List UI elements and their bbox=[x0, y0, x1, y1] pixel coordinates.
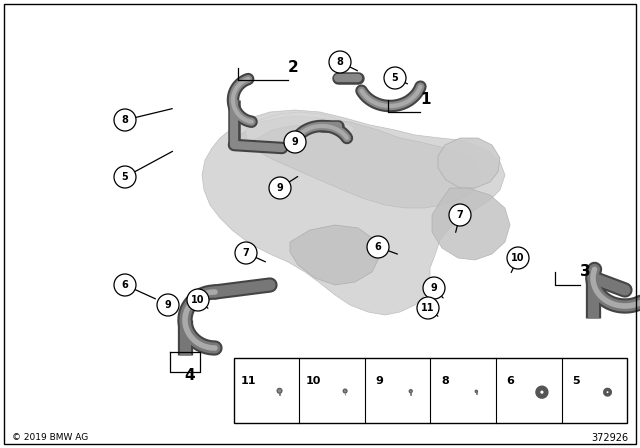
Circle shape bbox=[409, 390, 412, 393]
Polygon shape bbox=[245, 112, 355, 142]
Polygon shape bbox=[240, 116, 480, 208]
Polygon shape bbox=[290, 225, 380, 285]
Text: 7: 7 bbox=[243, 248, 250, 258]
Circle shape bbox=[449, 204, 471, 226]
Text: 3: 3 bbox=[580, 264, 591, 280]
Circle shape bbox=[114, 109, 136, 131]
Polygon shape bbox=[432, 188, 510, 260]
Text: © 2019 BMW AG: © 2019 BMW AG bbox=[12, 434, 88, 443]
Text: 5: 5 bbox=[122, 172, 129, 182]
Text: 10: 10 bbox=[191, 295, 205, 305]
Circle shape bbox=[269, 177, 291, 199]
Circle shape bbox=[235, 242, 257, 264]
Text: 9: 9 bbox=[276, 183, 284, 193]
Circle shape bbox=[507, 247, 529, 269]
Text: 2: 2 bbox=[288, 60, 299, 76]
Text: 5: 5 bbox=[572, 376, 580, 386]
Circle shape bbox=[284, 131, 306, 153]
Text: 7: 7 bbox=[456, 210, 463, 220]
Text: 9: 9 bbox=[431, 283, 437, 293]
Circle shape bbox=[343, 389, 347, 393]
Polygon shape bbox=[438, 138, 500, 188]
Text: 8: 8 bbox=[122, 115, 129, 125]
Text: 9: 9 bbox=[375, 376, 383, 386]
Circle shape bbox=[475, 390, 477, 392]
Circle shape bbox=[277, 388, 282, 393]
Text: 6: 6 bbox=[122, 280, 129, 290]
Circle shape bbox=[417, 297, 439, 319]
Circle shape bbox=[187, 289, 209, 311]
Text: 9: 9 bbox=[292, 137, 298, 147]
Text: 9: 9 bbox=[164, 300, 172, 310]
Bar bbox=[279, 393, 280, 396]
Circle shape bbox=[114, 166, 136, 188]
Text: 11: 11 bbox=[240, 376, 256, 386]
Text: 8: 8 bbox=[337, 57, 344, 67]
Text: 10: 10 bbox=[306, 376, 321, 386]
Text: 4: 4 bbox=[184, 367, 195, 383]
Circle shape bbox=[157, 294, 179, 316]
Circle shape bbox=[329, 51, 351, 73]
Circle shape bbox=[367, 236, 389, 258]
Polygon shape bbox=[202, 110, 505, 315]
Text: 372926: 372926 bbox=[591, 433, 628, 443]
Circle shape bbox=[384, 67, 406, 89]
Bar bbox=[345, 392, 346, 395]
Text: 8: 8 bbox=[441, 376, 449, 386]
Bar bbox=[234, 358, 627, 423]
Circle shape bbox=[423, 277, 445, 299]
Text: 6: 6 bbox=[506, 376, 515, 386]
Circle shape bbox=[114, 274, 136, 296]
Text: 1: 1 bbox=[420, 92, 431, 108]
Text: 10: 10 bbox=[511, 253, 525, 263]
Text: 6: 6 bbox=[374, 242, 381, 252]
Text: 11: 11 bbox=[421, 303, 435, 313]
Text: 5: 5 bbox=[392, 73, 398, 83]
